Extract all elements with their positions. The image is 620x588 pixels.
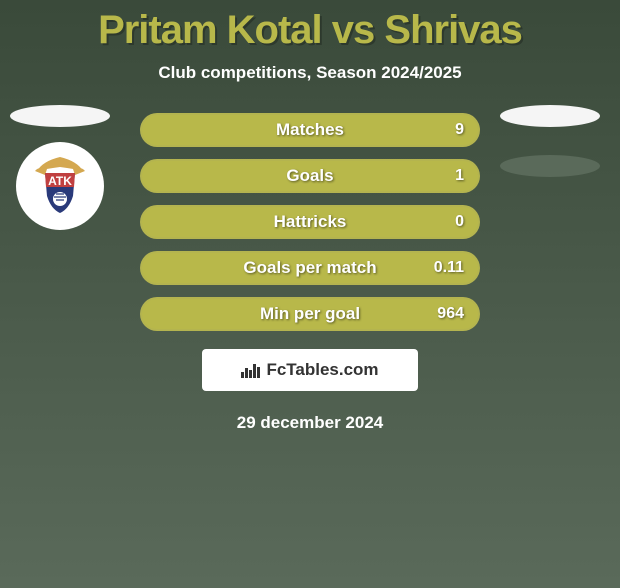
stat-label: Hattricks [274,212,347,232]
stat-value-right: 9 [455,121,464,139]
stat-value-right: 1 [455,167,464,185]
footer-brand-text: FcTables.com [266,360,378,380]
footer-brand-badge[interactable]: FcTables.com [202,349,418,391]
stat-row: Matches 9 [140,113,480,147]
stat-label: Min per goal [260,304,360,324]
player-right-name-ellipse [500,105,600,127]
comparison-content: ATK Matches 9 Goals 1 Hattricks 0 Goals … [0,113,620,433]
player-left-column: ATK [10,105,110,230]
stat-row: Goals 1 [140,159,480,193]
stat-row: Goals per match 0.11 [140,251,480,285]
stat-row: Hattricks 0 [140,205,480,239]
comparison-date: 29 december 2024 [0,413,620,433]
chart-icon [241,362,260,378]
player-right-column [500,105,600,192]
player-left-club-logo: ATK [16,142,104,230]
stat-label: Matches [276,120,344,140]
stat-row: Min per goal 964 [140,297,480,331]
player-right-club-ellipse [500,155,600,177]
comparison-subtitle: Club competitions, Season 2024/2025 [0,63,620,83]
stat-label: Goals per match [243,258,376,278]
comparison-title: Pritam Kotal vs Shrivas [0,8,620,53]
atk-logo-text: ATK [48,174,72,188]
player-left-name-ellipse [10,105,110,127]
stat-value-right: 0.11 [434,259,464,277]
stat-value-right: 964 [437,305,464,323]
stat-label: Goals [286,166,333,186]
stat-rows-container: Matches 9 Goals 1 Hattricks 0 Goals per … [140,113,480,331]
atk-logo-icon: ATK [25,151,95,221]
stat-value-right: 0 [455,213,464,231]
